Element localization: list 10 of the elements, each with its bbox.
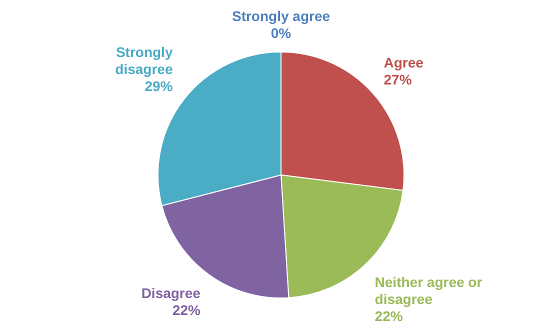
data-label: 27% <box>384 71 412 88</box>
slice-label: Disagree <box>141 284 201 301</box>
slice-label: Neither agree or disagree <box>374 274 483 307</box>
data-label: 22% <box>374 308 404 324</box>
text: 0% <box>270 25 292 41</box>
slice-label: Agree <box>384 54 424 70</box>
category-label: Strongly agree <box>232 8 330 24</box>
data-label: 22% <box>172 302 202 318</box>
data-label: 29% <box>144 78 174 94</box>
slice-label: Strongly disagree <box>115 44 173 78</box>
